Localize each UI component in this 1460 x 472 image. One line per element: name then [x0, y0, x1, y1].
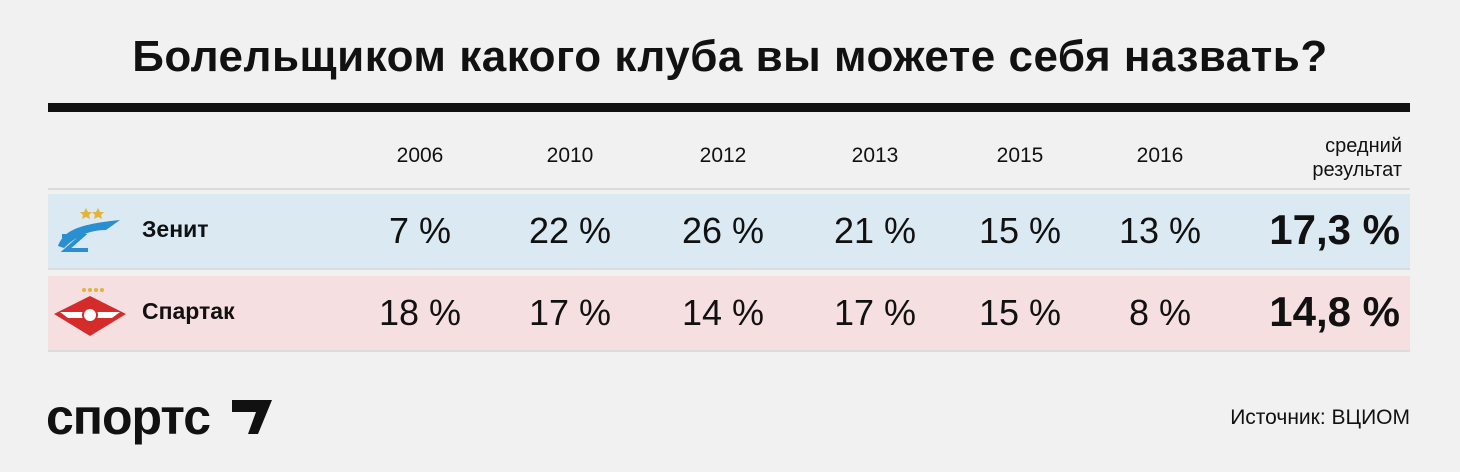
average-cell: 17,3 %: [1269, 206, 1400, 253]
value-cell: 17 %: [833, 292, 917, 333]
value-cell: 15 %: [978, 210, 1062, 251]
title: Болельщиком какого клуба вы можете себя …: [132, 32, 1328, 81]
column-header: 2010: [546, 144, 594, 167]
value-cell: 8 %: [1128, 292, 1192, 333]
column-header: 2016: [1136, 144, 1184, 167]
title-rule: [48, 103, 1410, 112]
value-cell: 18 %: [378, 292, 462, 333]
average-cell: 14,8 %: [1269, 288, 1400, 335]
brand-mark: [232, 400, 272, 434]
team-logo: [54, 288, 126, 336]
value-cell: 13 %: [1118, 210, 1202, 251]
brand-logo: спортс: [46, 389, 211, 445]
row-separator: [48, 350, 1410, 352]
table-row: [48, 194, 1410, 268]
value-cell: 15 %: [978, 292, 1062, 333]
source: Источник: ВЦИОМ: [1230, 406, 1410, 429]
value-cell: 17 %: [528, 292, 612, 333]
average-header: средний результат: [1312, 135, 1402, 181]
value-cell: 14 %: [681, 292, 765, 333]
column-header: 2006: [396, 144, 444, 167]
column-header: 2013: [851, 144, 899, 167]
value-cell: 26 %: [681, 210, 765, 251]
table-row: [48, 276, 1410, 350]
team-name: Зенит: [142, 216, 209, 242]
row-separator: [48, 188, 1410, 190]
value-cell: 22 %: [528, 210, 612, 251]
column-header: 2012: [699, 144, 747, 167]
value-cell: 21 %: [833, 210, 917, 251]
team-logo: [58, 208, 120, 252]
row-separator: [48, 268, 1410, 270]
team-name: Спартак: [142, 298, 235, 324]
column-header: 2015: [996, 144, 1044, 167]
value-cell: 7 %: [388, 210, 452, 251]
